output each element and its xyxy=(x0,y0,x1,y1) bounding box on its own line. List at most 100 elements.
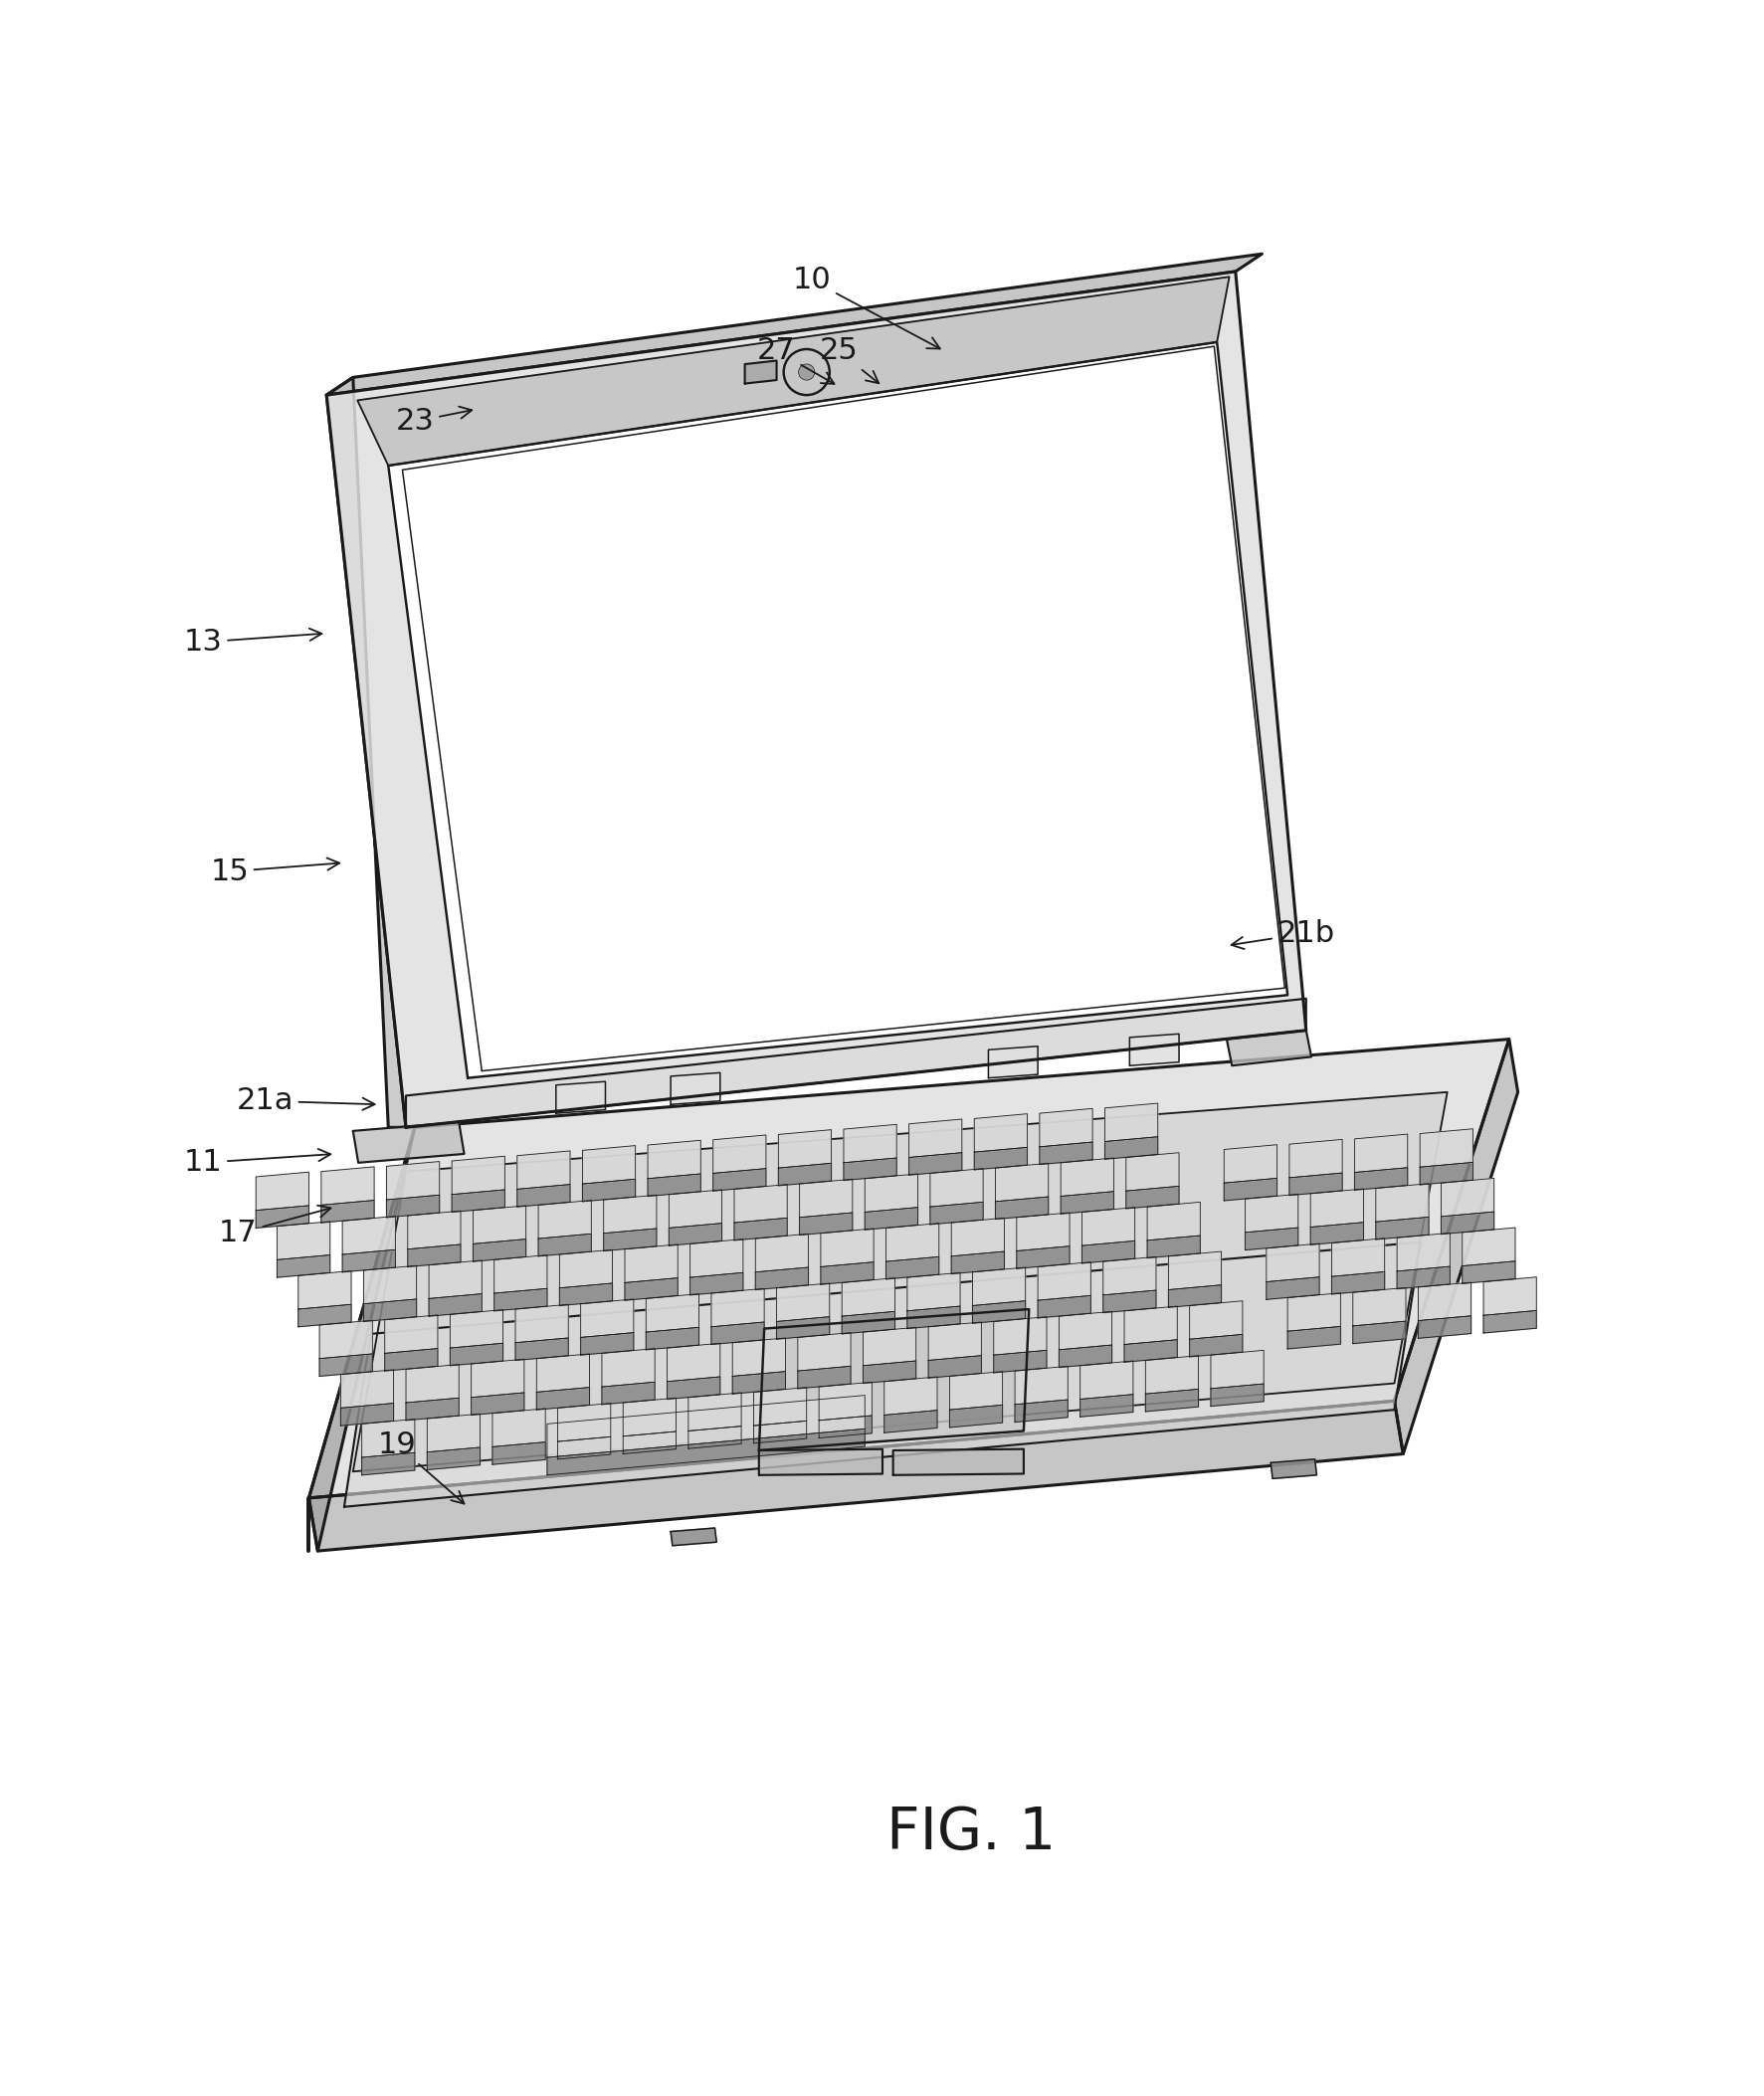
Polygon shape xyxy=(928,1356,981,1377)
Polygon shape xyxy=(1124,1339,1177,1362)
Polygon shape xyxy=(1353,1167,1406,1191)
Polygon shape xyxy=(734,1184,787,1222)
Text: 17: 17 xyxy=(219,1205,330,1247)
Polygon shape xyxy=(547,1396,864,1457)
Polygon shape xyxy=(886,1224,938,1262)
Polygon shape xyxy=(517,1184,570,1207)
Polygon shape xyxy=(256,1205,309,1228)
Polygon shape xyxy=(1222,1178,1275,1201)
Polygon shape xyxy=(1374,1184,1427,1222)
Polygon shape xyxy=(602,1381,654,1404)
Polygon shape xyxy=(429,1260,482,1300)
Polygon shape xyxy=(1080,1360,1132,1400)
Polygon shape xyxy=(1081,1241,1134,1264)
Polygon shape xyxy=(624,1279,677,1300)
Polygon shape xyxy=(818,1381,871,1421)
Polygon shape xyxy=(515,1304,568,1344)
Polygon shape xyxy=(988,1046,1037,1077)
Polygon shape xyxy=(1014,1400,1067,1421)
Polygon shape xyxy=(517,1151,570,1188)
Polygon shape xyxy=(776,1283,829,1323)
Polygon shape xyxy=(820,1262,873,1285)
Polygon shape xyxy=(1330,1272,1383,1293)
Polygon shape xyxy=(582,1147,635,1184)
Polygon shape xyxy=(820,1228,873,1266)
Polygon shape xyxy=(669,1191,721,1228)
Polygon shape xyxy=(711,1289,764,1327)
Polygon shape xyxy=(711,1323,764,1344)
Polygon shape xyxy=(1080,1394,1132,1417)
Polygon shape xyxy=(344,1243,1420,1507)
Polygon shape xyxy=(1309,1188,1362,1226)
Polygon shape xyxy=(1418,1130,1471,1167)
Polygon shape xyxy=(1037,1295,1090,1318)
Polygon shape xyxy=(753,1421,806,1444)
Polygon shape xyxy=(1058,1346,1111,1367)
Text: 27: 27 xyxy=(757,337,834,384)
Polygon shape xyxy=(406,1364,459,1402)
Polygon shape xyxy=(1145,1356,1198,1394)
Polygon shape xyxy=(494,1289,547,1310)
Polygon shape xyxy=(1060,1157,1113,1197)
Polygon shape xyxy=(928,1323,981,1360)
Polygon shape xyxy=(670,1073,720,1105)
Polygon shape xyxy=(492,1409,545,1446)
Polygon shape xyxy=(951,1251,1004,1274)
Text: 10: 10 xyxy=(792,266,940,348)
Polygon shape xyxy=(353,1121,464,1163)
Polygon shape xyxy=(557,1402,610,1442)
Polygon shape xyxy=(732,1371,785,1394)
Polygon shape xyxy=(277,1256,330,1276)
Polygon shape xyxy=(1102,1258,1155,1295)
Polygon shape xyxy=(353,1092,1446,1471)
Polygon shape xyxy=(406,998,1305,1128)
Polygon shape xyxy=(388,342,1288,1077)
Polygon shape xyxy=(972,1302,1025,1323)
Polygon shape xyxy=(1039,1109,1092,1147)
Polygon shape xyxy=(759,1310,1028,1450)
Polygon shape xyxy=(974,1113,1027,1153)
Text: 13: 13 xyxy=(183,627,321,656)
Polygon shape xyxy=(340,1369,393,1409)
Polygon shape xyxy=(1286,1327,1339,1350)
Polygon shape xyxy=(492,1442,545,1465)
Polygon shape xyxy=(1351,1320,1404,1344)
Polygon shape xyxy=(753,1388,806,1425)
Polygon shape xyxy=(1145,1390,1198,1411)
Polygon shape xyxy=(1374,1218,1427,1239)
Polygon shape xyxy=(1147,1203,1200,1241)
Polygon shape xyxy=(818,1415,871,1438)
Polygon shape xyxy=(1353,1134,1406,1172)
Polygon shape xyxy=(995,1163,1048,1201)
Polygon shape xyxy=(471,1358,524,1398)
Polygon shape xyxy=(1081,1207,1134,1245)
Polygon shape xyxy=(841,1279,894,1316)
Polygon shape xyxy=(356,277,1228,465)
Polygon shape xyxy=(908,1153,961,1176)
Polygon shape xyxy=(385,1314,437,1354)
Polygon shape xyxy=(1147,1235,1200,1258)
Polygon shape xyxy=(778,1130,831,1167)
Polygon shape xyxy=(1395,1266,1448,1289)
Polygon shape xyxy=(1330,1239,1383,1276)
Polygon shape xyxy=(326,254,1261,394)
Polygon shape xyxy=(407,1211,460,1249)
Polygon shape xyxy=(623,1432,676,1455)
Polygon shape xyxy=(1129,1033,1178,1065)
Polygon shape xyxy=(623,1398,676,1436)
Polygon shape xyxy=(386,1195,439,1218)
Polygon shape xyxy=(452,1191,505,1211)
Polygon shape xyxy=(342,1249,395,1272)
Polygon shape xyxy=(893,1448,1023,1476)
Circle shape xyxy=(797,365,815,379)
Polygon shape xyxy=(974,1147,1027,1170)
Polygon shape xyxy=(670,1528,716,1545)
Polygon shape xyxy=(538,1235,591,1256)
Polygon shape xyxy=(580,1300,633,1337)
Polygon shape xyxy=(406,1398,459,1421)
Polygon shape xyxy=(624,1245,677,1283)
Polygon shape xyxy=(995,1197,1048,1220)
Polygon shape xyxy=(744,361,776,384)
Polygon shape xyxy=(1461,1262,1514,1283)
Polygon shape xyxy=(732,1337,785,1377)
